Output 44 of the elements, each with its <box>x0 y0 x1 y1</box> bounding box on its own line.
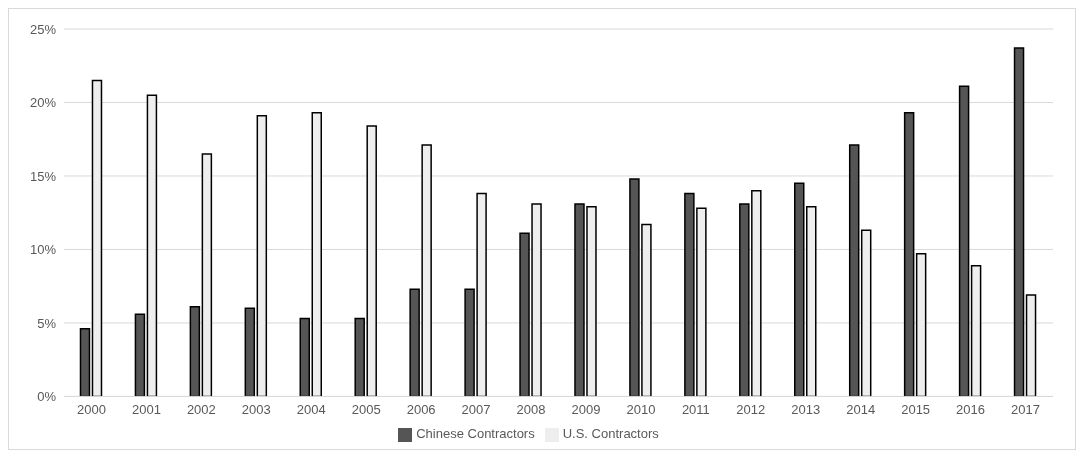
bar <box>1025 294 1037 397</box>
y-tick-label: 5% <box>37 315 57 331</box>
x-tick-label: 2001 <box>131 401 161 417</box>
x-tick-label: 2017 <box>1011 401 1040 417</box>
x-tick-label: 2005 <box>351 401 381 417</box>
x-tick-label: 2016 <box>956 401 986 417</box>
legend-label: Chinese Contractors <box>416 426 535 442</box>
bar <box>970 264 982 397</box>
legend-label: U.S. Contractors <box>562 426 659 442</box>
x-tick-label: 2013 <box>791 401 821 417</box>
bar <box>146 94 158 397</box>
bar <box>958 85 970 397</box>
bar <box>848 144 860 397</box>
bar <box>311 112 323 397</box>
y-tick-label: 10% <box>29 242 57 258</box>
x-tick-label: 2008 <box>516 401 546 417</box>
x-tick-label: 2006 <box>406 401 436 417</box>
bar <box>256 114 268 397</box>
bar <box>79 328 91 397</box>
bar <box>860 229 872 397</box>
x-tick-label: 2007 <box>461 401 491 417</box>
y-tick-label: 0% <box>37 389 57 405</box>
bar <box>201 153 213 397</box>
bar <box>299 317 311 397</box>
bar <box>244 307 256 397</box>
x-tick-label: 2009 <box>571 401 601 417</box>
x-tick-label: 2014 <box>846 401 876 417</box>
bar <box>903 112 915 397</box>
y-tick-label: 15% <box>29 168 57 184</box>
bar <box>91 79 103 397</box>
x-tick-label: 2010 <box>626 401 656 417</box>
x-tick-label: 2011 <box>681 401 710 417</box>
bar <box>189 306 201 397</box>
bar <box>134 313 146 397</box>
bar <box>1013 47 1025 397</box>
x-tick-label: 2002 <box>186 401 216 417</box>
x-tick-label: 2000 <box>77 401 106 417</box>
x-tick-label: 2003 <box>241 401 271 417</box>
x-tick-label: 2012 <box>736 401 766 417</box>
x-tick-label: 2004 <box>296 401 326 417</box>
x-tick-label: 2015 <box>901 401 931 417</box>
bar <box>915 253 927 397</box>
y-tick-label: 25% <box>29 21 57 37</box>
y-tick-label: 20% <box>29 95 57 111</box>
